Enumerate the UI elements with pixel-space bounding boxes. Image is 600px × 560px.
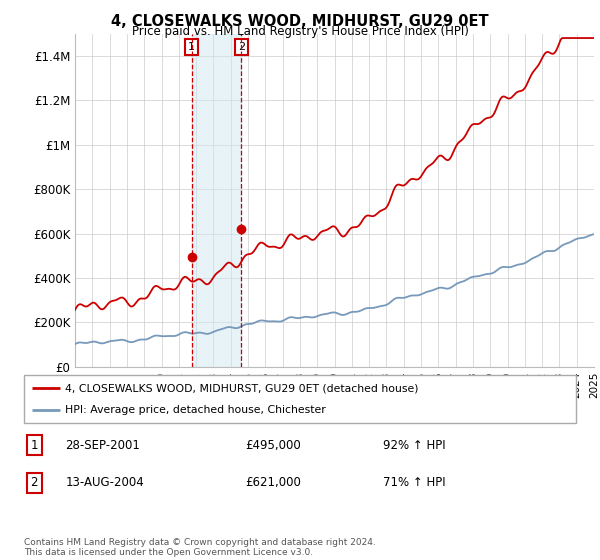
Text: £495,000: £495,000 bbox=[245, 438, 301, 451]
Text: 13-AUG-2004: 13-AUG-2004 bbox=[65, 477, 144, 489]
Text: 92% ↑ HPI: 92% ↑ HPI bbox=[383, 438, 445, 451]
Text: HPI: Average price, detached house, Chichester: HPI: Average price, detached house, Chic… bbox=[65, 405, 326, 415]
FancyBboxPatch shape bbox=[24, 375, 576, 423]
Text: 28-SEP-2001: 28-SEP-2001 bbox=[65, 438, 140, 451]
Text: 2: 2 bbox=[31, 477, 38, 489]
Bar bbox=[192, 34, 241, 367]
Text: Price paid vs. HM Land Registry's House Price Index (HPI): Price paid vs. HM Land Registry's House … bbox=[131, 25, 469, 38]
Text: 1: 1 bbox=[188, 42, 195, 52]
Text: Contains HM Land Registry data © Crown copyright and database right 2024.
This d: Contains HM Land Registry data © Crown c… bbox=[24, 538, 376, 557]
Text: £621,000: £621,000 bbox=[245, 477, 301, 489]
Text: 2: 2 bbox=[238, 42, 245, 52]
Text: 4, CLOSEWALKS WOOD, MIDHURST, GU29 0ET: 4, CLOSEWALKS WOOD, MIDHURST, GU29 0ET bbox=[111, 14, 489, 29]
Text: 1: 1 bbox=[31, 438, 38, 451]
Text: 4, CLOSEWALKS WOOD, MIDHURST, GU29 0ET (detached house): 4, CLOSEWALKS WOOD, MIDHURST, GU29 0ET (… bbox=[65, 383, 419, 393]
Text: 71% ↑ HPI: 71% ↑ HPI bbox=[383, 477, 445, 489]
